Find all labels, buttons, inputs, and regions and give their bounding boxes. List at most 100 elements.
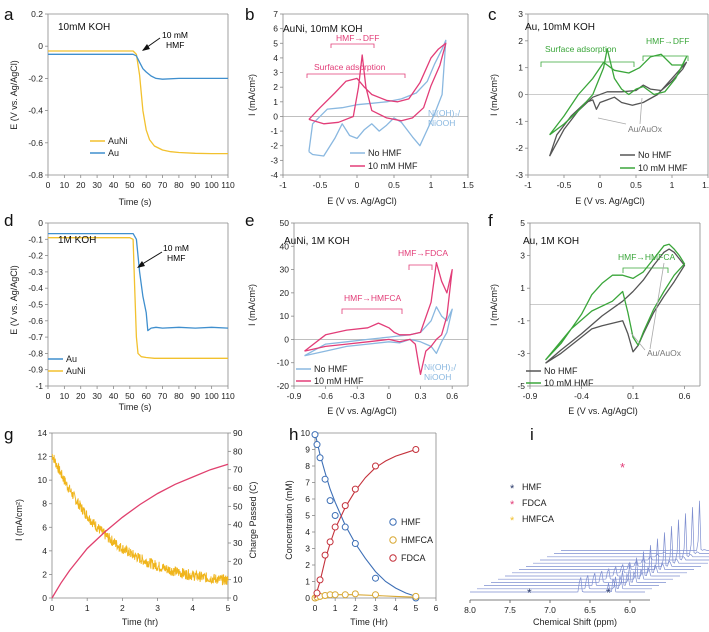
panel-label-e: e: [245, 211, 254, 230]
panel-i-spectrum-trace: [505, 551, 680, 577]
panel-c-ytick-label: -1: [515, 116, 523, 126]
panel-b-ann-ni1: Ni(OH)₂/: [428, 108, 461, 118]
panel-c-auox-leader2: [639, 97, 643, 125]
panel-g-y2label: Charge Passed (C): [248, 481, 258, 558]
panel-g-charge-trace: [51, 463, 229, 599]
panel-b-xlabel: E (V vs. Ag/AgCl): [327, 196, 397, 206]
panel-h-xtick-label: 0: [313, 603, 318, 613]
panel-h-xtick-label: 5: [413, 603, 418, 613]
panel-a-xtick-label: 30: [92, 180, 102, 190]
panel-d-legend-auni: AuNi: [66, 366, 86, 376]
panel-d-xtick-label: 70: [158, 391, 168, 401]
panel-d-xlabel: Time (s): [119, 402, 152, 412]
panel-c-title: Au, 10mM KOH: [525, 22, 595, 33]
panel-h-point-hmf: [311, 431, 319, 439]
panel-a-xtick-label: 10: [60, 180, 70, 190]
panel-d-xtick-label: 50: [125, 391, 135, 401]
panel-c-legend-nohmf: No HMF: [638, 150, 672, 160]
panel-d-xtick-label: 40: [109, 391, 119, 401]
panel-d-xtick-label: 0: [46, 391, 51, 401]
panel-a-legend-auni: AuNi: [108, 136, 128, 146]
panel-f-auox-leader1: [630, 332, 646, 351]
panel-c-ytick-label: 0: [518, 90, 523, 100]
panel-b-ytick-label: 1: [273, 97, 278, 107]
panel-b-ann-dff: HMF→DFF: [336, 33, 379, 43]
panel-a-series-auni: [48, 50, 228, 155]
panel-f-series-10-mm-hmf: [544, 243, 686, 361]
panel-i-spectrum-trace: [512, 545, 687, 574]
panel-c-xtick-label: 1: [670, 180, 675, 190]
panel-i-legend-hmf: HMF: [522, 482, 542, 492]
panel-b-xtick-label: -1: [279, 180, 287, 190]
panel-h-xtick-label: 6: [434, 603, 439, 613]
panel-i-star-hmf-peak-2: *: [606, 586, 611, 600]
panel-d-series-auni: [48, 237, 228, 359]
panel-f-xtick-label: 0.6: [679, 391, 691, 401]
panel-i-star-hmf-peak-1: *: [527, 586, 532, 600]
panel-b-xtick-label: 0: [355, 180, 360, 190]
panel-b-ytick-label: -2: [270, 141, 278, 151]
panel-e-legend-nohmf: No HMF: [314, 364, 348, 374]
panel-f-ytick-label: -3: [517, 348, 525, 358]
panel-h-legend-marker-hmfca: [389, 536, 397, 544]
panel-h-ytick-label: 1: [305, 577, 310, 587]
panel-g-y2tick-label: 30: [233, 538, 243, 548]
panel-b-ytick-label: 7: [273, 9, 278, 19]
panel-g-ytick-label: 6: [42, 522, 47, 532]
panel-c-legend-hmf: 10 mM HMF: [638, 163, 688, 173]
panel-b-ytick-label: 0: [273, 111, 278, 121]
panel-h-point-hmfca: [372, 591, 379, 599]
panel-h-point-fdca: [313, 589, 321, 597]
panel-f-ytick-label: 5: [520, 218, 525, 228]
panel-f-xtick-label: -0.4: [574, 391, 589, 401]
panel-i-spectrum-trace: [561, 500, 709, 551]
panel-g-ytick-label: 4: [42, 546, 47, 556]
panel-g-xtick-label: 0: [50, 603, 55, 613]
panel-h-point-hmfca: [351, 590, 359, 598]
panel-e-ytick-label: 20: [280, 288, 290, 298]
panel-a-arrowhead: [142, 44, 150, 51]
panel-c-series-no-hmf: [548, 61, 688, 157]
panel-h-point-fdca: [412, 446, 420, 453]
panel-e-ytick-label: 10: [280, 311, 290, 321]
panel-d-title: 1M KOH: [58, 235, 96, 246]
panel-label-b: b: [245, 5, 254, 24]
panel-h-xtick-label: 2: [353, 603, 358, 613]
panel-i-xtick-label: 7.0: [544, 605, 556, 615]
panel-e-ytick-label: 50: [280, 218, 290, 228]
panel-g-y2tick-label: 50: [233, 501, 243, 511]
panel-d-arrowhead: [137, 261, 145, 268]
panel-h-ytick-label: 2: [305, 560, 310, 570]
panel-e-ann-ni2: NiOOH: [424, 372, 451, 382]
panel-c-dff-bracket: [642, 55, 689, 61]
panel-c-xtick-label: 0.5: [630, 180, 642, 190]
panel-h-legend-marker-fdca: [389, 554, 397, 562]
panel-h-xtick-label: 3: [373, 603, 378, 613]
panel-i: i * HMF * FDCA * HMFCA * * * 8.0 7.5 7.0 6.…: [464, 425, 709, 627]
panel-h-point-hmfca: [412, 592, 420, 600]
panel-e-ann-hmfca: HMF→HMFCA: [344, 293, 401, 303]
panel-h-ytick-label: 10: [301, 428, 311, 438]
panel-d-ytick-label: -0.6: [28, 316, 43, 326]
panel-i-spectrum-trace: [491, 564, 666, 583]
panel-i-legend-fdca: FDCA: [522, 498, 547, 508]
panel-a: a -0.8 -0.6 -0.4 -0.2 0 0.2 0 10 20 30 40 50 60 70 80 9…: [4, 5, 235, 207]
panel-b-adsorption-bracket: [306, 73, 406, 78]
panel-b-series-10-mm-hmf: [308, 42, 447, 125]
panel-h-fit-hmf: [314, 432, 416, 597]
panel-c-adsorption-bracket: [540, 61, 635, 67]
panel-h-legend-fdca: FDCA: [401, 553, 426, 563]
panel-a-xtick-label: 80: [174, 180, 184, 190]
panel-a-xtick-label: 90: [191, 180, 201, 190]
panel-c-ylabel: I (mA/cm²): [489, 74, 499, 116]
panel-c-ytick-label: 2: [518, 36, 523, 46]
panel-d-ytick-label: -1: [35, 381, 43, 391]
panel-e-xtick-label: -0.9: [287, 391, 302, 401]
panel-f-ann-hmfca: HMF→HMFCA: [618, 252, 675, 262]
panel-f-legend-hmf: 10 mM HMF: [544, 378, 594, 388]
panel-b-ytick-label: 6: [273, 24, 278, 34]
panel-g-y2tick-label: 80: [233, 446, 243, 456]
panel-i-spectrum-trace: [470, 577, 645, 593]
panel-i-xlabel: Chemical Shift (ppm): [533, 617, 617, 627]
